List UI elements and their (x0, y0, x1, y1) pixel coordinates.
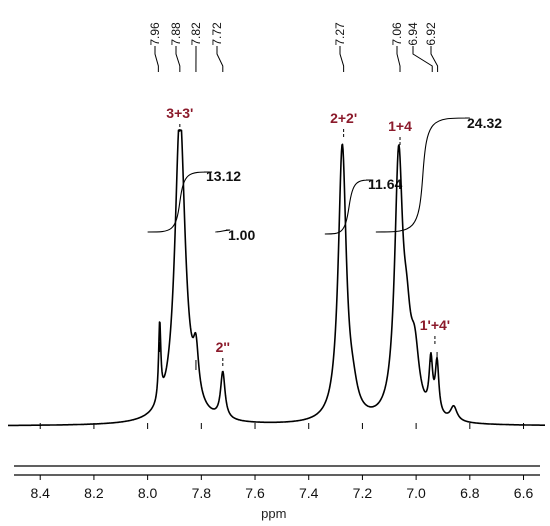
peak-leader (430, 46, 439, 72)
peak-leader (396, 46, 401, 72)
peak-label: 7.72 (210, 22, 224, 46)
x-tick-label: 6.8 (460, 485, 480, 501)
peak-leader (339, 46, 345, 72)
peak-label: 7.27 (333, 22, 347, 46)
x-tick-label: 7.6 (245, 485, 265, 501)
x-tick-label: 8.4 (30, 485, 50, 501)
peak-label-layer: 7.96 7.88 7.82 7.72 7.27 7.06 6.94 6.92 (148, 22, 439, 72)
integral-layer: 13.12 1.00 11.64 24.32 (147, 115, 502, 243)
x-tick-label: 7.8 (192, 485, 212, 501)
peak-label: 6.92 (424, 22, 438, 46)
peak-label: 7.88 (169, 22, 183, 46)
integral-curve (147, 171, 213, 233)
x-tick-label: 7.0 (406, 485, 426, 501)
integral-curve (324, 179, 374, 235)
peak-leader (175, 46, 181, 72)
x-tick-label: 7.4 (299, 485, 319, 501)
x-tick-label: 6.6 (514, 485, 534, 501)
x-tick-label: 8.0 (138, 485, 158, 501)
assignment-label: 2+2' (330, 110, 357, 126)
assignment-label: 1'+4' (420, 317, 450, 333)
integral-value: 1.00 (228, 227, 255, 243)
x-tick-label: 7.2 (353, 485, 373, 501)
integral-value: 11.64 (368, 176, 402, 192)
spectrum-line (7, 129, 546, 427)
assignment-label: 2'' (216, 339, 230, 355)
x-tick-label: 8.2 (84, 485, 104, 501)
x-axis-ticks: 8.4 8.2 8.0 7.8 7.6 7.4 7.2 7.0 6.8 6.6 (30, 423, 533, 501)
integral-value: 24.32 (467, 115, 502, 131)
integral-value: 13.12 (206, 168, 241, 184)
peak-leader (412, 46, 433, 72)
x-axis-title: ppm (261, 506, 286, 521)
integral-curve (375, 117, 470, 233)
peak-leader (154, 46, 159, 72)
assignment-label: 1+4 (388, 118, 412, 134)
peak-leader (216, 46, 224, 72)
peak-label: 7.06 (390, 22, 404, 46)
assignment-label: 3+3' (166, 105, 193, 121)
peak-label: 7.82 (189, 22, 203, 46)
assignment-layer: 3+3' 2+2' 1+4 2'' 1'+4' (159, 105, 450, 370)
peak-label: 7.96 (148, 22, 162, 46)
peak-label: 6.94 (406, 22, 420, 46)
